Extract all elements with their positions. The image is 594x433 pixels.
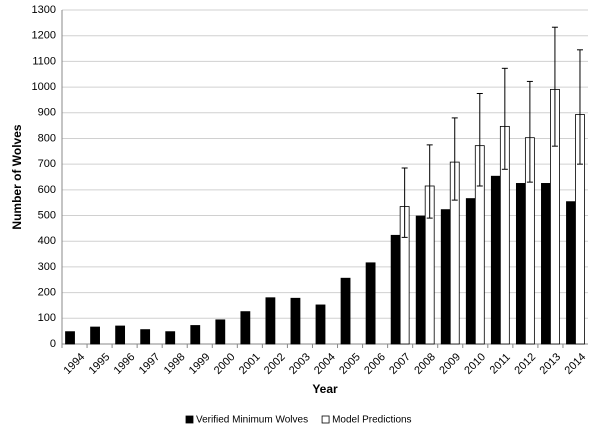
x-tick-label: 2012 bbox=[512, 351, 538, 377]
bar bbox=[415, 215, 426, 345]
y-tick-label: 300 bbox=[38, 261, 56, 273]
error-bar bbox=[526, 80, 533, 183]
x-tick-label: 2005 bbox=[337, 351, 363, 377]
error-bar bbox=[451, 117, 458, 201]
bar bbox=[190, 325, 201, 345]
x-tick-label: 2010 bbox=[462, 351, 488, 377]
bar bbox=[440, 209, 451, 345]
y-tick-label: 800 bbox=[38, 132, 56, 144]
x-tick-label: 1997 bbox=[137, 351, 163, 377]
bar bbox=[365, 262, 376, 345]
legend-swatch bbox=[185, 415, 194, 424]
y-tick-label: 1200 bbox=[32, 30, 56, 42]
y-tick-label: 0 bbox=[50, 338, 56, 350]
x-tick-label: 2000 bbox=[212, 351, 238, 377]
x-tick-label: 2001 bbox=[237, 351, 263, 377]
bar bbox=[140, 329, 151, 345]
bar bbox=[115, 325, 126, 345]
x-tick-label: 2006 bbox=[362, 351, 388, 377]
x-tick-label: 2014 bbox=[563, 351, 589, 377]
x-tick-label: 2013 bbox=[537, 351, 563, 377]
bar bbox=[165, 331, 176, 345]
error-bar bbox=[476, 93, 483, 187]
error-bar bbox=[501, 67, 508, 170]
legend-label: Verified Minimum Wolves bbox=[196, 415, 308, 426]
x-tick-label: 2008 bbox=[412, 351, 438, 377]
bar bbox=[340, 277, 351, 345]
x-tick-label: 2003 bbox=[287, 351, 313, 377]
y-tick-label: 1100 bbox=[32, 55, 56, 67]
bar bbox=[465, 198, 476, 345]
y-tick-label: 900 bbox=[38, 107, 56, 119]
y-tick-label: 1000 bbox=[32, 81, 56, 93]
bar bbox=[215, 319, 226, 345]
x-tick-label: 1999 bbox=[187, 351, 213, 377]
x-axis-title: Year bbox=[312, 382, 338, 396]
bar bbox=[541, 183, 551, 345]
bar bbox=[240, 311, 251, 345]
bar bbox=[290, 297, 301, 345]
x-tick-label: 2002 bbox=[262, 351, 288, 377]
y-tick-label: 1300 bbox=[32, 4, 56, 16]
x-tick-label: 2004 bbox=[312, 351, 338, 377]
bar bbox=[566, 201, 576, 345]
y-tick-label: 100 bbox=[38, 312, 56, 324]
x-tick-label: 1996 bbox=[112, 351, 138, 377]
bar bbox=[515, 183, 526, 345]
legend-swatch bbox=[321, 415, 330, 424]
bar bbox=[90, 326, 100, 345]
x-tick-label: 2011 bbox=[488, 351, 513, 376]
y-tick-label: 200 bbox=[38, 287, 56, 299]
bar bbox=[390, 234, 401, 345]
x-tick-label: 2007 bbox=[387, 351, 413, 377]
bar bbox=[65, 331, 75, 345]
y-tick-label: 500 bbox=[38, 209, 56, 221]
y-tick-label: 400 bbox=[38, 235, 56, 247]
x-tick-label: 1994 bbox=[62, 351, 88, 377]
legend-label: Model Predictions bbox=[332, 415, 411, 426]
x-tick-label: 1995 bbox=[87, 351, 113, 377]
error-bar bbox=[401, 167, 408, 238]
x-tick-label: 1998 bbox=[162, 351, 188, 377]
bar bbox=[315, 304, 326, 345]
y-tick-label: 600 bbox=[38, 184, 56, 196]
error-bar bbox=[576, 49, 583, 165]
bar bbox=[265, 297, 276, 345]
error-bar bbox=[426, 144, 433, 219]
y-tick-label: 700 bbox=[38, 158, 56, 170]
y-axis-title: Number of Wolves bbox=[10, 124, 24, 229]
x-tick-label: 2009 bbox=[437, 351, 463, 377]
error-bar bbox=[551, 26, 558, 147]
bar bbox=[490, 175, 501, 345]
